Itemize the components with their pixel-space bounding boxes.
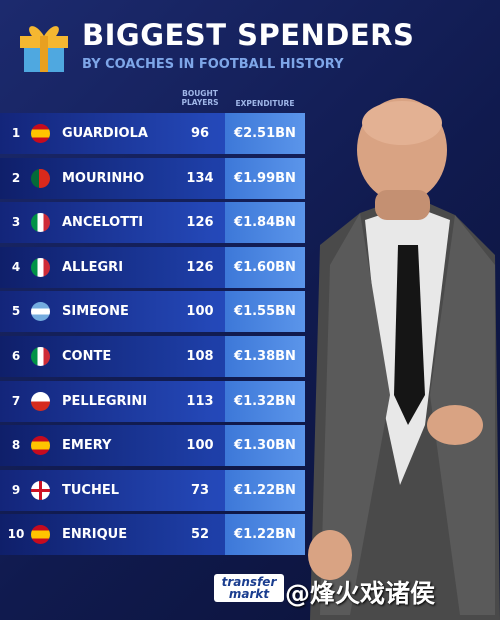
flag xyxy=(31,124,50,143)
rank: 6 xyxy=(11,349,21,363)
rank: 3 xyxy=(11,215,21,230)
table-row: 7 PELLEGRINI 113 €1.32BN xyxy=(0,380,305,422)
flag xyxy=(31,213,50,233)
coach-name: ANCELOTTI xyxy=(62,215,144,231)
table-row: 4 ALLEGRI 126 €1.60BN xyxy=(0,246,305,288)
column-header: EXPENDITURE xyxy=(235,99,295,108)
coach-photo xyxy=(308,98,500,620)
gift-icon xyxy=(20,26,68,72)
flag xyxy=(31,525,50,545)
flag xyxy=(31,347,50,366)
coach-name: ENRIQUE xyxy=(62,527,128,543)
expenditure: €1.38BN xyxy=(225,336,305,377)
column-header: BOUGHT PLAYERS xyxy=(181,89,219,107)
table-row: 10 ENRIQUE 52 €1.22BN xyxy=(0,514,305,556)
coach-name: ALLEGRI xyxy=(62,259,124,275)
bought-players: 108 xyxy=(186,349,214,364)
logo: transfer markt xyxy=(214,574,284,602)
subtitle: BY COACHES IN FOOTBALL HISTORY xyxy=(82,57,344,72)
expenditure: €1.30BN xyxy=(225,425,305,467)
expenditure: €1.22BN xyxy=(225,514,305,556)
coach-name: TUCHEL xyxy=(62,482,120,498)
flag xyxy=(31,302,50,322)
coach-name: GUARDIOLA xyxy=(62,126,148,141)
bought-players: 113 xyxy=(186,393,214,409)
rank: 2 xyxy=(11,170,21,185)
rank: 7 xyxy=(11,393,21,408)
coach-name: CONTE xyxy=(62,349,112,364)
bought-players: 126 xyxy=(186,259,214,275)
bought-players: 126 xyxy=(186,215,214,231)
table-row: 1 GUARDIOLA 96 €2.51BN xyxy=(0,113,305,154)
expenditure: €1.32BN xyxy=(225,380,305,422)
table-row: 6 CONTE 108 €1.38BN xyxy=(0,336,305,377)
expenditure: €2.51BN xyxy=(225,113,305,154)
coach-name: PELLEGRINI xyxy=(62,393,148,409)
coach-name: MOURINHO xyxy=(62,170,145,186)
table-row: 5 SIMEONE 100 €1.55BN xyxy=(0,291,305,333)
flag xyxy=(31,480,50,500)
bought-players: 100 xyxy=(186,438,214,454)
table-row: 9 TUCHEL 73 €1.22BN xyxy=(0,469,305,511)
expenditure: €1.60BN xyxy=(225,246,305,288)
logo-text: transfer xyxy=(221,575,277,589)
coach-name: SIMEONE xyxy=(62,304,129,320)
rank: 9 xyxy=(11,482,21,497)
bought-players: 100 xyxy=(186,304,214,320)
title: BIGGEST SPENDERS xyxy=(82,18,415,52)
flag xyxy=(31,436,50,456)
expenditure: €1.99BN xyxy=(225,157,305,199)
rank: 5 xyxy=(11,304,21,319)
rank: 4 xyxy=(11,259,21,274)
table-row: 3 ANCELOTTI 126 €1.84BN xyxy=(0,202,305,244)
expenditure: €1.22BN xyxy=(225,469,305,511)
rank: 1 xyxy=(11,126,21,140)
flag xyxy=(31,257,50,277)
table-row: 2 MOURINHO 134 €1.99BN xyxy=(0,157,305,199)
logo-text: markt xyxy=(228,587,270,601)
bought-players: 73 xyxy=(190,482,210,498)
bought-players: 134 xyxy=(186,170,214,186)
rank: 8 xyxy=(11,438,21,453)
bought-players: 52 xyxy=(190,527,210,543)
flag xyxy=(31,168,50,188)
coach-name: EMERY xyxy=(62,438,112,454)
expenditure: €1.55BN xyxy=(225,291,305,333)
rank: 10 xyxy=(7,527,25,542)
bought-players: 96 xyxy=(190,126,210,141)
flag xyxy=(31,391,50,411)
table-row: 8 EMERY 100 €1.30BN xyxy=(0,425,305,467)
expenditure: €1.84BN xyxy=(225,202,305,244)
watermark: @烽火戏诸侯 xyxy=(285,579,436,608)
